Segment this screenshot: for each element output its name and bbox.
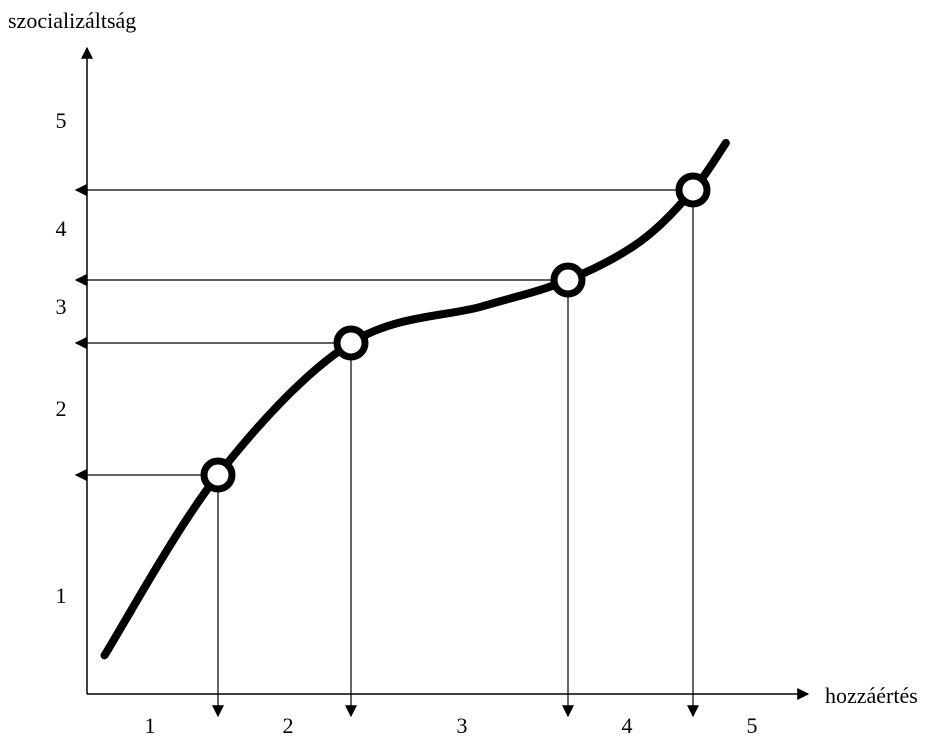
y-tick-label-2: 2 <box>56 396 67 421</box>
y-tick-label-5: 5 <box>56 108 67 133</box>
series-curve <box>100 138 730 660</box>
projection-lines <box>74 184 699 718</box>
y-axis-title: szocializáltság <box>8 8 136 33</box>
x-axis-title: hozzáértés <box>825 683 918 708</box>
x-tick-label-4: 4 <box>622 713 633 738</box>
x-tick-labels: 1 2 3 4 5 <box>145 713 758 738</box>
marked-points <box>200 172 711 493</box>
x-tick-label-2: 2 <box>283 713 294 738</box>
marked-point-2 <box>333 325 369 361</box>
y-tick-label-4: 4 <box>56 216 67 241</box>
marked-point-4 <box>675 172 711 208</box>
x-tick-label-5: 5 <box>747 713 758 738</box>
y-tick-label-3: 3 <box>56 294 67 319</box>
marked-point-3 <box>550 262 586 298</box>
marked-point-1 <box>200 457 236 493</box>
y-tick-label-1: 1 <box>56 583 67 608</box>
y-tick-labels: 1 2 3 4 5 <box>56 108 67 608</box>
x-tick-label-3: 3 <box>457 713 468 738</box>
x-tick-label-1: 1 <box>145 713 156 738</box>
axes <box>81 46 810 700</box>
